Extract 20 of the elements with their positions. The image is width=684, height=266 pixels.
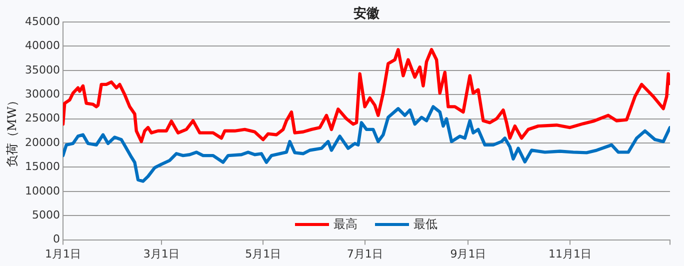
y-axis-title: 负荷（MW） bbox=[5, 94, 20, 168]
y-tick-label: 45000 bbox=[24, 14, 60, 28]
y-tick-label: 30000 bbox=[24, 87, 60, 100]
y-tick-label: 10000 bbox=[24, 184, 60, 198]
legend-label: 最低 bbox=[413, 216, 438, 233]
x-tick-label: 3月1日 bbox=[143, 247, 180, 260]
y-tick-label: 5000 bbox=[32, 208, 60, 222]
y-tick-label: 40000 bbox=[24, 39, 60, 52]
legend-label: 最高 bbox=[333, 216, 358, 233]
x-tick-label: 7月1日 bbox=[346, 247, 383, 260]
y-tick-label: 25000 bbox=[24, 112, 60, 125]
y-tick-label: 0 bbox=[52, 232, 60, 246]
x-tick-label: 5月1日 bbox=[245, 247, 282, 260]
y-tick-label: 20000 bbox=[24, 136, 60, 149]
x-tick-label: 1月1日 bbox=[44, 247, 81, 260]
y-tick-label: 15000 bbox=[24, 160, 60, 174]
x-tick-label: 11月1日 bbox=[548, 247, 592, 260]
y-tick-label: 35000 bbox=[24, 63, 60, 76]
x-tick-label: 9月1日 bbox=[450, 247, 486, 260]
chart-title: 安徽 bbox=[353, 5, 380, 22]
